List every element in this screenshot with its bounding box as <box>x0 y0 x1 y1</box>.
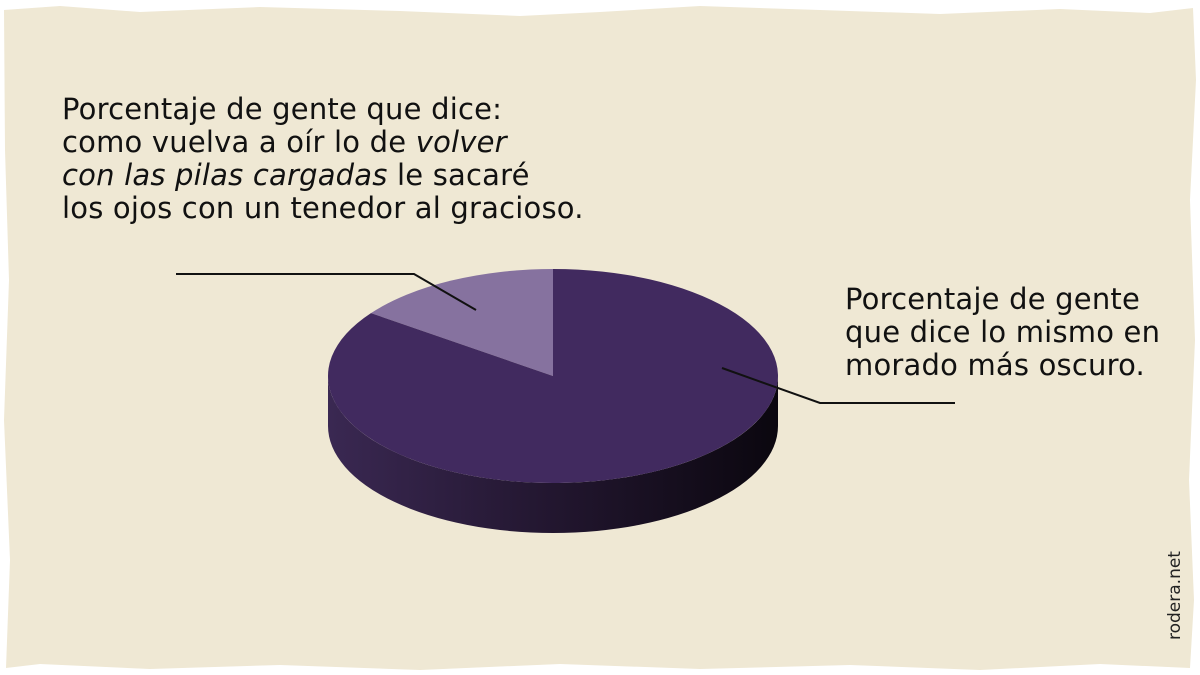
label-line: con las pilas cargadas le sacaré <box>62 158 530 192</box>
pie-slice <box>328 269 778 483</box>
slice-label-dark: Porcentaje de gente que dice lo mismo en m… <box>845 283 1165 382</box>
pie-slice <box>370 269 553 376</box>
label-line: Porcentaje de gente <box>845 282 1141 316</box>
label-line: los ojos con un tenedor al gracioso. <box>62 191 584 225</box>
label-line: que dice lo mismo en <box>845 315 1161 349</box>
label-line: como vuelva a oír lo de volver <box>62 125 507 159</box>
leader-line-light <box>176 273 477 311</box>
pie-side <box>328 376 778 533</box>
credit-text: rodera.net <box>1165 551 1185 640</box>
slice-label-light: Porcentaje de gente que dice: como vuelva… <box>62 93 622 225</box>
label-line: Porcentaje de gente que dice: <box>62 92 503 126</box>
leader-line-dark <box>721 367 955 404</box>
label-line: morado más oscuro. <box>845 348 1145 382</box>
